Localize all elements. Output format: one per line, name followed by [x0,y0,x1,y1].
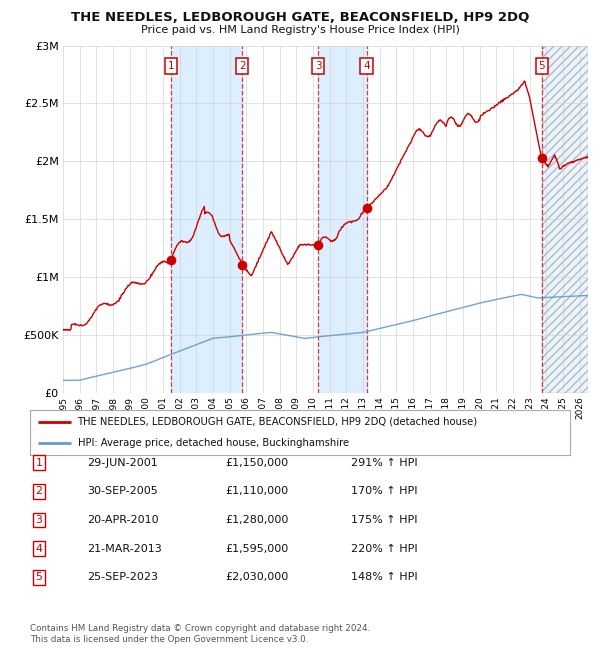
Bar [171,46,242,393]
Text: THE NEEDLES, LEDBOROUGH GATE, BEACONSFIELD, HP9 2DQ (detached house): THE NEEDLES, LEDBOROUGH GATE, BEACONSFIE… [77,417,478,427]
Text: 20-APR-2010: 20-APR-2010 [87,515,158,525]
Text: Contains HM Land Registry data © Crown copyright and database right 2024.
This d: Contains HM Land Registry data © Crown c… [30,624,370,644]
Bar [542,46,588,393]
Text: £1,595,000: £1,595,000 [225,543,288,554]
Text: 5: 5 [35,572,43,582]
Text: 148% ↑ HPI: 148% ↑ HPI [351,572,418,582]
Text: 29-JUN-2001: 29-JUN-2001 [87,458,158,468]
Text: £1,150,000: £1,150,000 [225,458,288,468]
Text: 3: 3 [35,515,43,525]
Text: 1: 1 [35,458,43,468]
Text: 4: 4 [35,543,43,554]
Text: 2: 2 [239,61,245,72]
Text: 21-MAR-2013: 21-MAR-2013 [87,543,162,554]
Text: Price paid vs. HM Land Registry's House Price Index (HPI): Price paid vs. HM Land Registry's House … [140,25,460,34]
Text: £1,280,000: £1,280,000 [225,515,289,525]
Text: 2: 2 [35,486,43,497]
Text: 25-SEP-2023: 25-SEP-2023 [87,572,158,582]
Text: HPI: Average price, detached house, Buckinghamshire: HPI: Average price, detached house, Buck… [77,437,349,448]
Text: 5: 5 [539,61,545,72]
Text: £2,030,000: £2,030,000 [225,572,288,582]
Text: 170% ↑ HPI: 170% ↑ HPI [351,486,418,497]
Bar [318,46,367,393]
Text: 30-SEP-2005: 30-SEP-2005 [87,486,158,497]
Text: 3: 3 [315,61,322,72]
Text: 291% ↑ HPI: 291% ↑ HPI [351,458,418,468]
Bar [542,46,588,393]
Text: 175% ↑ HPI: 175% ↑ HPI [351,515,418,525]
Text: £1,110,000: £1,110,000 [225,486,288,497]
Text: THE NEEDLES, LEDBOROUGH GATE, BEACONSFIELD, HP9 2DQ: THE NEEDLES, LEDBOROUGH GATE, BEACONSFIE… [71,11,529,24]
Text: 1: 1 [168,61,175,72]
Text: 220% ↑ HPI: 220% ↑ HPI [351,543,418,554]
Text: 4: 4 [364,61,370,72]
